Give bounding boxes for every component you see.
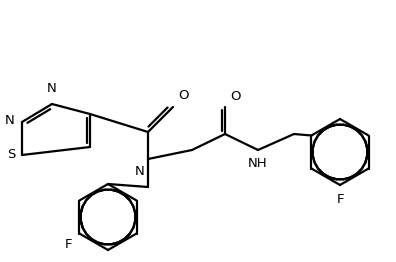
Text: O: O — [178, 89, 188, 102]
Text: N: N — [4, 113, 14, 127]
Text: S: S — [7, 149, 15, 161]
Text: N: N — [134, 165, 144, 178]
Text: F: F — [65, 237, 72, 250]
Text: NH: NH — [248, 157, 268, 170]
Text: F: F — [336, 193, 344, 206]
Text: N: N — [47, 82, 57, 95]
Text: O: O — [230, 90, 240, 103]
